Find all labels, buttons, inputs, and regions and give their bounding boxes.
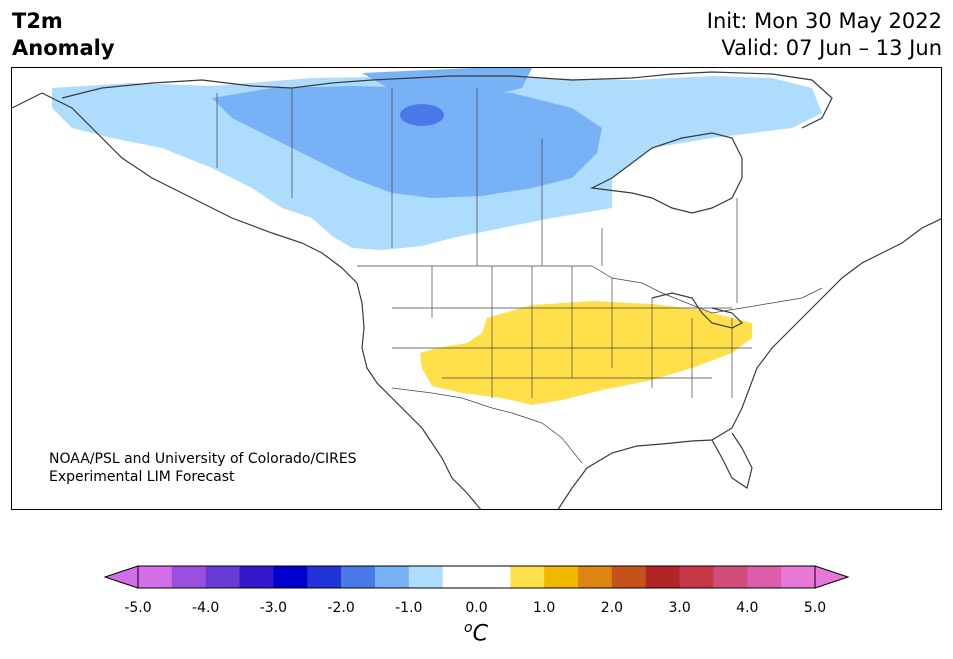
colorbar-cell xyxy=(205,566,241,588)
anomaly-shading xyxy=(52,68,822,405)
colorbar-tick-label: 2.0 xyxy=(600,600,624,616)
colorbar-cell xyxy=(510,566,545,588)
colorbar-cell xyxy=(171,566,207,588)
colorbar-tick-label: -2.0 xyxy=(327,600,355,616)
colorbar-left-arrow xyxy=(103,565,139,589)
colorbar-outline xyxy=(137,565,816,589)
florida xyxy=(711,432,753,489)
colorbar-tick-label: 4.0 xyxy=(736,600,759,616)
colorbar-cell xyxy=(341,566,376,588)
units-celsius: C xyxy=(472,621,488,647)
colorbar-cell xyxy=(611,566,647,588)
arctic-coast xyxy=(61,71,833,129)
date-info: Init: Mon 30 May 2022 Valid: 07 Jun – 13… xyxy=(707,8,942,62)
colorbar-right-arrow xyxy=(814,565,850,589)
colorbar-tick-label: -5.0 xyxy=(124,600,152,616)
colorbar xyxy=(103,565,850,589)
state-lines xyxy=(392,266,752,398)
colorbar-cell xyxy=(408,566,444,588)
map-panel xyxy=(11,67,942,510)
colorbar-tick-label: 3.0 xyxy=(668,600,691,616)
credit-line1: NOAA/PSL and University of Colorado/CIRE… xyxy=(49,451,357,467)
map-title: T2m Anomaly xyxy=(12,8,115,62)
colorbar-cell xyxy=(239,566,274,588)
colorbar-tick-label: 5.0 xyxy=(803,600,827,616)
great-lakes xyxy=(651,292,744,329)
colorbar-tick-label: -4.0 xyxy=(192,600,220,616)
cold-anomaly-dark xyxy=(400,104,444,126)
cold-anomaly-mid xyxy=(212,86,602,198)
colorbar-cell xyxy=(679,566,714,588)
valid-range: Valid: 07 Jun – 13 Jun xyxy=(721,36,942,60)
init-date: Init: Mon 30 May 2022 xyxy=(706,9,942,33)
colorbar-cell xyxy=(307,566,342,588)
pacific-coast xyxy=(12,92,482,509)
colorbar-cell xyxy=(781,566,816,588)
colorbar-cell xyxy=(578,566,613,588)
colorbar-tick-label: -3.0 xyxy=(259,600,288,616)
colorbar-cell xyxy=(645,566,681,588)
units-degree: o xyxy=(464,620,473,636)
title-anomaly: Anomaly xyxy=(12,36,115,60)
credit-line2: Experimental LIM Forecast xyxy=(49,469,235,485)
map-svg xyxy=(12,68,941,509)
colorbar-tick-label: 0.0 xyxy=(465,600,488,616)
province-lines xyxy=(216,88,738,303)
colorbar-cell xyxy=(544,566,579,588)
us-canada-border xyxy=(357,265,823,314)
colorbar-cell xyxy=(713,566,748,588)
gulf-coast xyxy=(557,218,941,509)
hudson-bay xyxy=(589,132,743,214)
colorbar-units: oC xyxy=(464,620,488,646)
colorbar-cell xyxy=(138,566,173,588)
colorbar-cell xyxy=(374,566,410,588)
credit-text: NOAA/PSL and University of Colorado/CIRE… xyxy=(49,450,357,486)
colorbar-cell xyxy=(476,566,511,588)
warm-anomaly xyxy=(420,301,752,405)
colorbar-tick-label: -1.0 xyxy=(395,600,423,616)
colorbar-cell xyxy=(442,566,477,588)
colorbar-cell xyxy=(747,566,782,588)
title-variable: T2m xyxy=(12,9,63,33)
colorbar-tick-label: 1.0 xyxy=(533,600,556,616)
colorbar-cell xyxy=(273,566,308,588)
political-borders xyxy=(216,88,823,464)
us-mexico-border xyxy=(391,387,583,464)
coastlines xyxy=(12,71,941,509)
